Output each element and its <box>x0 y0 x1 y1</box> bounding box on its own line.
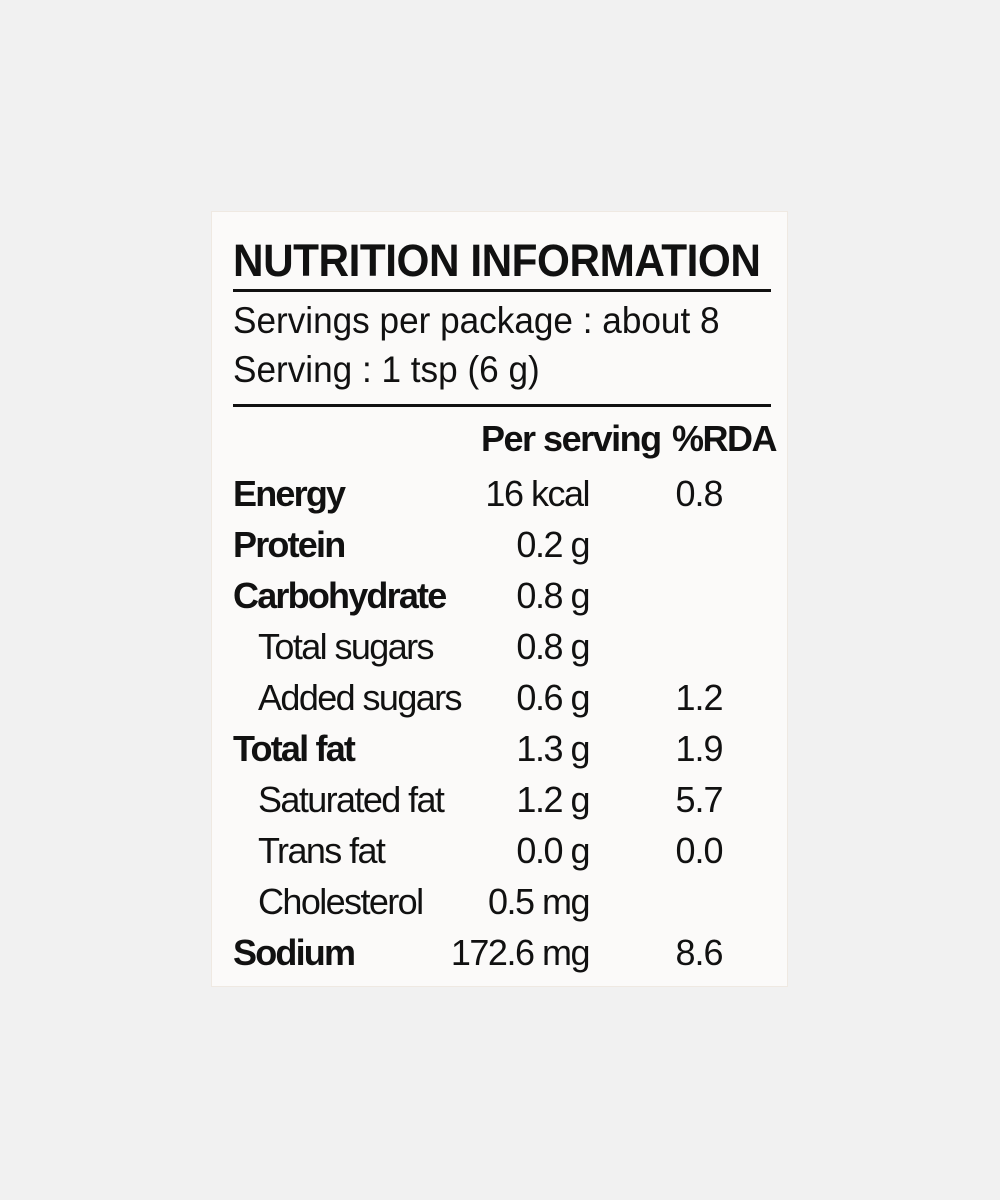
column-header-rda: %RDA <box>672 418 778 459</box>
nutrient-rda: 1.9 <box>675 728 723 769</box>
nutrient-row-trans-fat: Trans fat 0.0 g 0.0 <box>211 826 788 877</box>
nutrient-per-serving: 0.8 g <box>516 626 590 667</box>
nutrient-name: Saturated fat <box>258 779 445 820</box>
nutrient-name: Total sugars <box>258 626 435 667</box>
nutrient-row-total-fat: Total fat 1.3 g 1.9 <box>211 724 788 775</box>
nutrient-per-serving: 1.2 g <box>516 779 590 820</box>
nutrient-row-cholesterol: Cholesterol 0.5 mg <box>211 877 788 928</box>
column-header-per-serving: Per serving <box>481 418 662 459</box>
nutrient-rda: 1.2 <box>675 677 723 718</box>
nutrient-name: Cholesterol <box>258 881 424 922</box>
nutrient-name: Protein <box>233 524 346 565</box>
nutrient-per-serving: 172.6 mg <box>450 932 591 973</box>
nutrient-row-energy: Energy 16 kcal 0.8 <box>211 469 788 520</box>
label-title: NUTRITION INFORMATION <box>233 235 761 286</box>
nutrient-row-sodium: Sodium 172.6 mg 8.6 <box>211 928 788 979</box>
nutrient-name: Total fat <box>233 728 356 769</box>
nutrient-rda: 0.8 <box>675 473 723 514</box>
nutrient-row-total-sugars: Total sugars 0.8 g <box>211 622 788 673</box>
servings-per-package: Servings per package : about 8 <box>233 300 720 341</box>
nutrient-row-saturated-fat: Saturated fat 1.2 g 5.7 <box>211 775 788 826</box>
nutrient-per-serving: 0.6 g <box>516 677 590 718</box>
serving-size: Serving : 1 tsp (6 g) <box>233 349 540 390</box>
nutrient-rda: 8.6 <box>675 932 723 973</box>
nutrient-rda: 5.7 <box>675 779 723 820</box>
nutrient-per-serving: 0.0 g <box>516 830 590 871</box>
title-divider <box>233 289 771 292</box>
nutrient-per-serving: 0.8 g <box>516 575 590 616</box>
nutrient-table: Energy 16 kcal 0.8 Protein 0.2 g Carbohy… <box>211 469 788 979</box>
nutrient-per-serving: 0.2 g <box>516 524 590 565</box>
nutrient-per-serving: 1.3 g <box>516 728 590 769</box>
nutrient-row-protein: Protein 0.2 g <box>211 520 788 571</box>
nutrient-row-added-sugars: Added sugars 0.6 g 1.2 <box>211 673 788 724</box>
nutrition-label: NUTRITION INFORMATION Servings per packa… <box>211 211 788 987</box>
nutrient-per-serving: 16 kcal <box>485 473 590 514</box>
nutrient-name: Trans fat <box>258 830 386 871</box>
nutrient-name: Sodium <box>233 932 356 973</box>
nutrient-name: Energy <box>233 473 346 514</box>
serving-divider <box>233 404 771 407</box>
nutrient-rda: 0.0 <box>675 830 723 871</box>
nutrient-row-carbohydrate: Carbohydrate 0.8 g <box>211 571 788 622</box>
nutrient-name: Added sugars <box>258 677 463 718</box>
nutrient-per-serving: 0.5 mg <box>487 881 591 922</box>
nutrient-name: Carbohydrate <box>233 575 447 616</box>
